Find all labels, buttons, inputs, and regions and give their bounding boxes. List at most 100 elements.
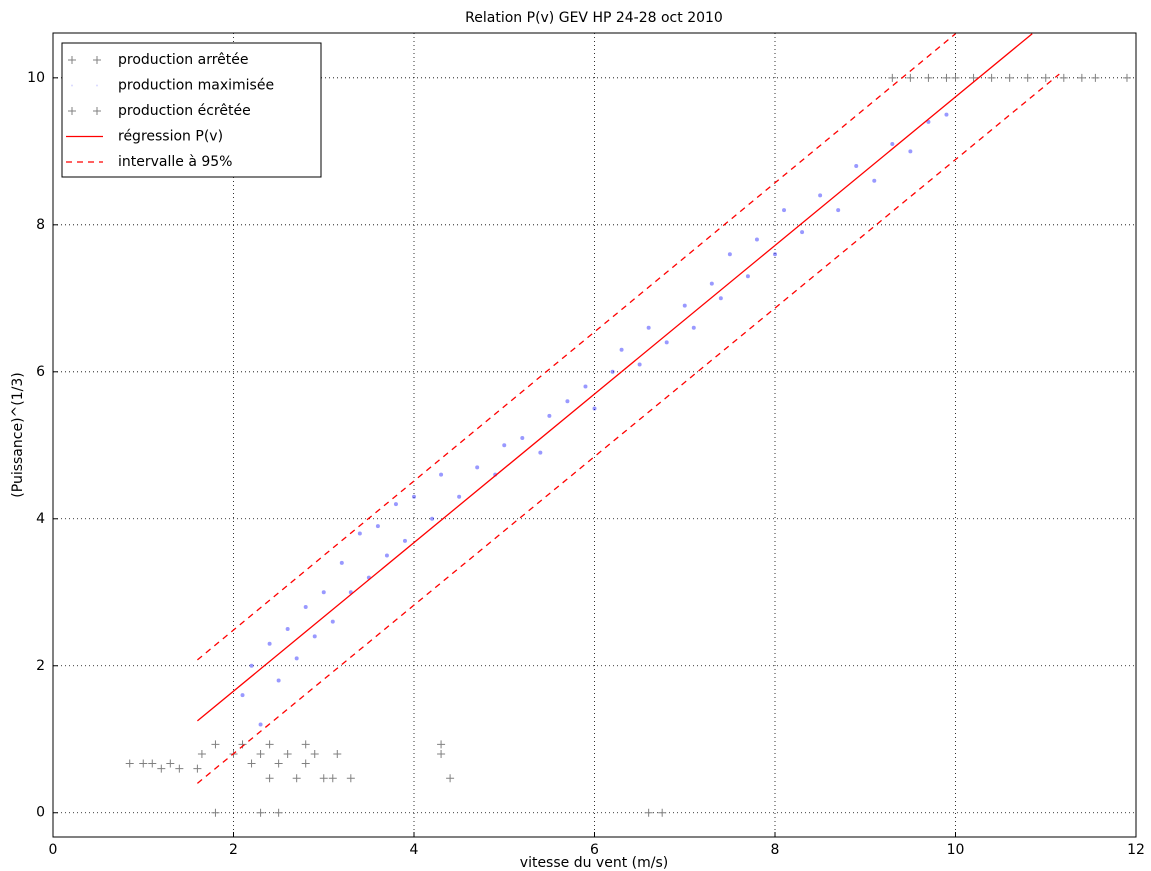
plus-point [906,73,915,82]
legend-label: production maximisée [118,78,274,94]
dot-point [457,494,462,499]
dot-point [565,399,570,404]
dot-point [818,193,823,198]
dot-point [357,531,362,536]
dot-point [773,252,777,257]
legend-label: intervalle à 95% [118,154,232,170]
dot-point [646,325,651,330]
plus-point [437,740,446,749]
dot-point [664,340,669,345]
dot-point [944,112,949,117]
y-tick-label: 0 [36,805,45,821]
x-tick-label: 4 [410,842,419,858]
dot-point [890,141,895,146]
legend-label: régression P(v) [118,129,223,145]
dot-point [330,619,335,624]
plus-point [193,764,202,773]
plus-point [157,764,166,773]
plus-point [1059,73,1068,82]
dot-point [538,450,543,455]
dot-point [926,119,931,124]
dot-point [267,641,272,646]
chart-title: Relation P(v) GEV HP 24-28 oct 2010 [465,10,723,26]
plus-point [924,73,933,82]
plus-point [969,73,978,82]
dot-point [384,553,389,558]
plus-point [211,808,220,817]
line-series [196,33,1033,722]
dot-point [475,465,480,470]
dot-point [502,443,507,448]
plus-point [333,749,342,758]
plus-point [292,774,301,783]
y-tick-label: 6 [36,364,45,380]
y-tick-label: 10 [27,70,45,86]
plus-point [942,73,951,82]
plus-point [1077,73,1086,82]
dot-point [375,524,380,529]
dot-point [276,678,281,683]
dot-point [691,325,696,330]
dot-point [908,149,913,154]
dot-point [727,252,732,257]
dot-point [547,413,552,418]
dot-point [610,369,615,374]
plus-point [148,759,157,768]
dot-point [800,230,805,235]
plus-point [247,759,256,768]
plot-area [125,33,1131,817]
dot-point [872,178,877,183]
dot-point [249,663,254,668]
plus-point [238,740,247,749]
plus-point [256,749,265,758]
plus-point [951,73,960,82]
dot-point [439,472,444,477]
x-tick-label: 12 [1127,842,1145,858]
plus-point [211,740,220,749]
dot-point [321,590,326,595]
dot-point [258,722,263,727]
plus-point [265,740,274,749]
plus-point [446,774,455,783]
line-series [196,33,1060,784]
x-axis-label: vitesse du vent (m/s) [520,855,668,871]
legend-marker [68,107,101,115]
y-axis-label: (Puissance)^(1/3) [10,372,26,497]
dot-point [854,164,859,169]
dot-point [339,560,344,565]
legend-marker [96,84,98,87]
legend-label: production écrêtée [118,103,251,119]
plus-point [644,808,653,817]
dot-point [312,634,317,639]
plus-point [328,774,337,783]
dot-point [393,502,398,507]
plus-point [283,749,292,758]
dot-point [592,406,597,411]
dot-point [583,384,588,389]
dot-point [402,538,407,543]
dot-point [240,693,245,698]
dot-point [718,296,723,301]
x-tick-label: 2 [229,842,238,858]
dot-point [303,604,308,609]
plus-point [888,73,897,82]
plot-frame [52,32,1137,838]
dot-point [836,208,841,213]
dot-point [412,494,416,499]
dot-point [285,627,290,632]
y-tick-label: 8 [36,217,45,233]
legend-marker [68,56,101,64]
x-tick-label: 6 [590,842,599,858]
dot-point [294,656,299,661]
dot-point [782,208,787,213]
dot-point [745,274,750,279]
dot-point [520,435,525,440]
plus-point [1122,73,1131,82]
dot-point [754,237,759,242]
plus-point [274,808,283,817]
x-tick-label: 10 [947,842,965,858]
plus-point [319,774,328,783]
dot-point [430,516,435,521]
plus-point [1041,73,1050,82]
